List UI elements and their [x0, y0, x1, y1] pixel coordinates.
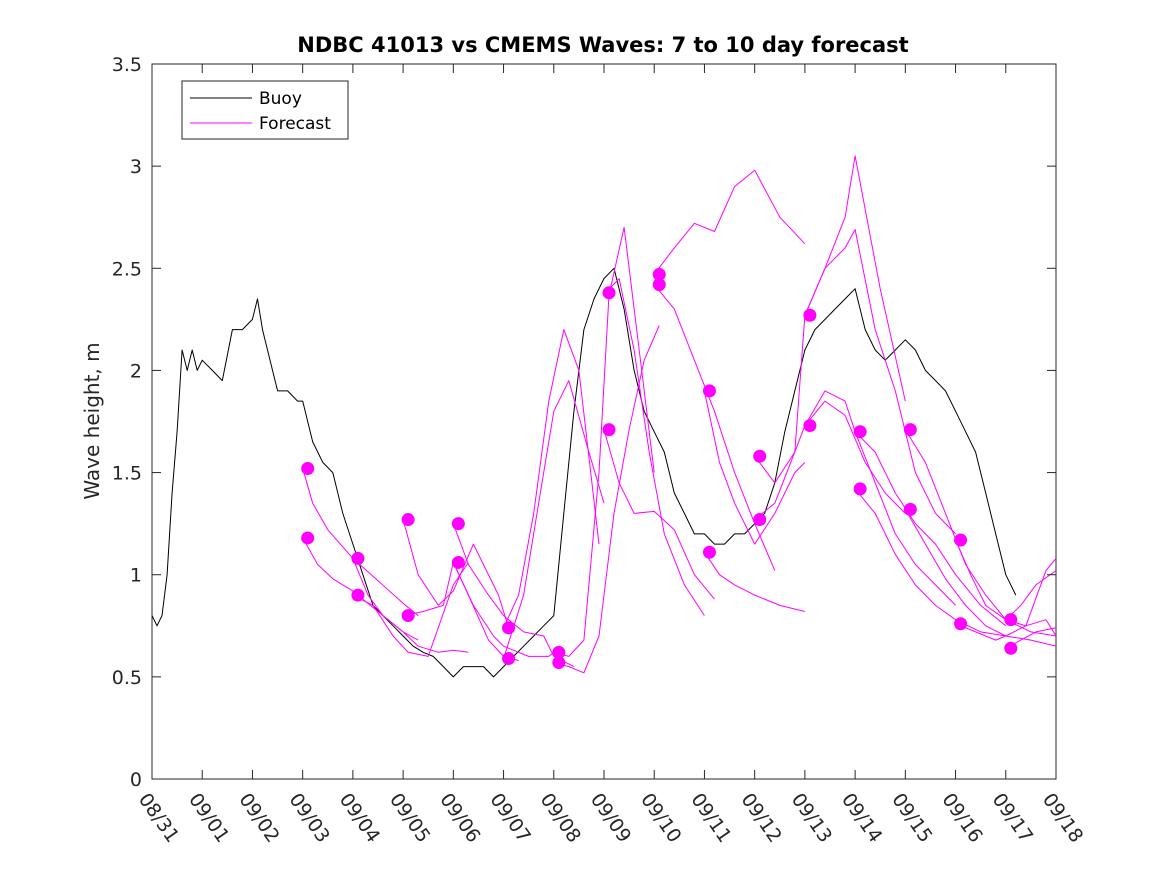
legend: Buoy Forecast — [181, 80, 349, 140]
forecast-start-point-11 — [552, 656, 566, 670]
forecast-series-line-28 — [955, 619, 1056, 641]
y-tick-label: 2 — [130, 360, 142, 382]
forecast-start-markers — [301, 267, 1018, 670]
forecast-series-line-21 — [804, 229, 956, 535]
y-tick-label: 3.5 — [112, 54, 142, 76]
forecast-series-line-26 — [904, 509, 1056, 647]
forecast-start-point-10 — [552, 645, 566, 659]
forecast-start-point-26 — [954, 533, 968, 547]
forecast-series-line-11 — [553, 226, 655, 657]
forecast-start-point-24 — [903, 423, 917, 437]
forecast-start-point-18 — [753, 449, 767, 463]
forecast-series-line-25 — [904, 429, 1056, 637]
forecast-start-point-9 — [502, 651, 516, 665]
forecast-start-point-2 — [351, 551, 365, 565]
y-tick-label: 3 — [130, 156, 142, 178]
forecast-start-point-14 — [652, 267, 666, 281]
y-axis: 0 0.5 1 1.5 2 2.5 3 3.5 — [112, 54, 1056, 791]
forecast-series-line-23 — [854, 431, 1007, 627]
forecast-start-point-27 — [954, 617, 968, 631]
forecast-series-line-14 — [603, 429, 715, 600]
forecast-start-point-6 — [451, 517, 465, 531]
forecast-start-point-20 — [803, 308, 817, 322]
y-tick-label: 2.5 — [112, 258, 142, 280]
forecast-series-line-22 — [804, 390, 956, 606]
legend-buoy-label: Buoy — [259, 89, 302, 109]
plot-area — [151, 63, 1057, 780]
forecast-start-point-22 — [853, 425, 867, 439]
y-tick-label: 1.5 — [112, 463, 142, 485]
forecast-start-point-16 — [702, 384, 716, 398]
forecast-series-line-8 — [452, 562, 555, 657]
forecast-start-point-25 — [903, 502, 917, 516]
forecast-start-point-21 — [803, 419, 817, 433]
forecast-series-line-24 — [854, 488, 1006, 637]
forecast-series-line-10 — [503, 380, 605, 659]
y-tick-label: 1 — [130, 565, 142, 587]
forecast-start-point-1 — [301, 531, 315, 545]
forecast-series-line-20 — [754, 400, 906, 520]
forecast-series-line-4 — [352, 562, 469, 657]
forecast-start-point-7 — [451, 555, 465, 569]
forecast-start-point-15 — [652, 278, 666, 292]
forecast-series-line-13 — [603, 278, 705, 616]
legend-box — [181, 80, 349, 140]
forecast-series-line-18 — [703, 551, 806, 612]
forecast-series-line-3 — [352, 558, 469, 653]
forecast-series-group — [302, 155, 1056, 674]
forecast-start-point-3 — [351, 588, 365, 602]
chart-title: NDBC 41013 vs CMEMS Waves: 7 to 10 day f… — [297, 33, 908, 57]
forecast-start-point-0 — [301, 461, 315, 475]
forecast-start-point-17 — [702, 545, 716, 559]
forecast-start-point-12 — [602, 286, 616, 300]
y-tick-label: 0.5 — [112, 667, 142, 689]
forecast-start-point-28 — [1004, 613, 1018, 627]
forecast-start-point-29 — [1004, 641, 1018, 655]
y-tick-label: 0 — [130, 769, 142, 791]
axes-box — [151, 63, 1057, 780]
forecast-series-line-15 — [653, 169, 806, 275]
forecast-start-point-19 — [753, 513, 767, 527]
forecast-start-point-23 — [853, 482, 867, 496]
forecast-start-point-4 — [401, 513, 415, 527]
buoy-series-line — [152, 267, 1017, 678]
y-axis-label: Wave height, m — [80, 342, 104, 499]
forecast-series-line-5 — [402, 519, 510, 628]
buoy-series-group — [152, 267, 1017, 678]
forecast-series-line-29 — [1005, 570, 1056, 621]
forecast-series-line-17 — [703, 390, 806, 545]
forecast-start-point-5 — [401, 609, 415, 623]
forecast-start-point-8 — [502, 621, 516, 635]
forecast-start-point-13 — [602, 423, 616, 437]
forecast-series-line-9 — [503, 329, 600, 629]
forecast-series-line-12 — [553, 325, 660, 674]
legend-forecast-label: Forecast — [259, 114, 331, 134]
